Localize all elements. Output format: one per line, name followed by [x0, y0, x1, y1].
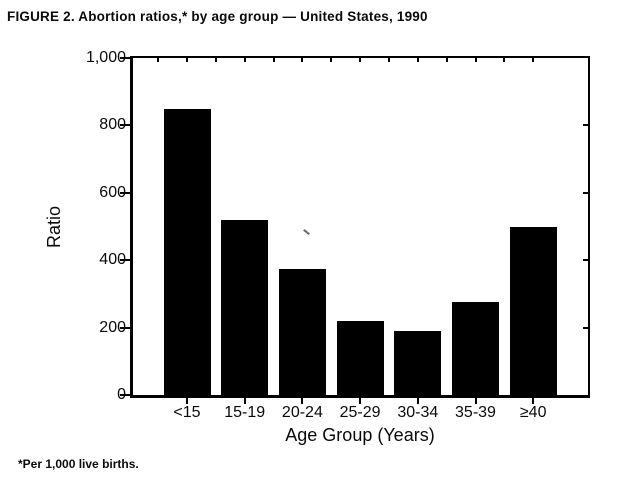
y-axis-tick — [120, 326, 130, 329]
y-axis-tick — [120, 124, 130, 127]
y-axis-label: Ratio — [44, 205, 64, 249]
x-axis-tick — [301, 398, 304, 404]
y-axis-tick — [120, 191, 130, 194]
y-tick-label: 600 — [99, 183, 126, 201]
y-tick-label: 200 — [99, 318, 126, 336]
y-tick-label: 800 — [99, 116, 126, 134]
x-axis-tick — [474, 398, 477, 404]
x-tick-label: <15 — [173, 404, 201, 421]
y-tick-label: 400 — [99, 251, 126, 269]
x-tick-label: 35-39 — [455, 404, 496, 421]
plot-area — [130, 56, 590, 398]
figure-title: FIGURE 2. Abortion ratios,* by age group… — [7, 9, 428, 24]
x-tick-label: 30-34 — [397, 404, 439, 421]
x-tick-label: 15-19 — [224, 404, 266, 421]
x-axis-label: Age Group (Years) — [285, 425, 435, 445]
x-axis-tick — [416, 398, 419, 404]
y-tick-label: 0 — [117, 386, 126, 403]
x-axis-tick — [243, 398, 246, 404]
footnote: *Per 1,000 live births. — [18, 457, 139, 471]
y-axis-tick — [120, 394, 130, 396]
x-tick-label: 20-24 — [281, 404, 323, 421]
y-axis-tick — [120, 57, 130, 59]
x-tick-label: 25-29 — [339, 404, 381, 421]
x-tick-label: ≥40 — [519, 404, 547, 421]
x-axis-tick — [186, 398, 188, 404]
y-tick-label: 1,000 — [85, 49, 126, 66]
x-axis-tick — [532, 398, 535, 404]
x-axis-tick — [359, 398, 362, 404]
y-axis-tick — [120, 259, 130, 262]
